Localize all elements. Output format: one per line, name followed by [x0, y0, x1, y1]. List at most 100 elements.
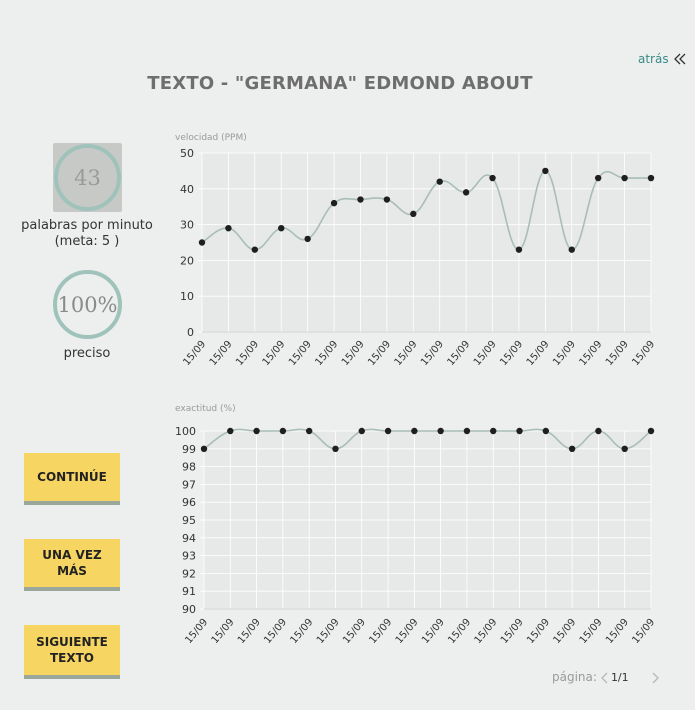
pagination: página: 1/1	[552, 670, 637, 684]
x-tick-label: 15/09	[261, 339, 288, 368]
data-point[interactable]	[594, 174, 602, 182]
x-tick-label: 15/09	[499, 617, 526, 646]
data-point[interactable]	[463, 427, 471, 435]
data-point[interactable]	[330, 199, 338, 207]
data-point[interactable]	[515, 246, 523, 253]
y-tick-label: 98	[182, 461, 196, 474]
data-point[interactable]	[462, 189, 470, 196]
y-tick-label: 92	[182, 567, 196, 580]
data-point[interactable]	[332, 445, 339, 452]
x-tick-label: 15/09	[340, 339, 367, 368]
data-point[interactable]	[647, 427, 655, 435]
x-tick-label: 15/09	[445, 339, 472, 368]
data-point[interactable]	[410, 210, 417, 218]
y-tick-label: 99	[182, 443, 196, 456]
x-tick-label: 15/09	[394, 617, 421, 646]
y-tick-label: 0	[187, 326, 194, 339]
y-tick-label: 30	[180, 219, 194, 232]
data-point[interactable]	[568, 445, 576, 452]
x-tick-label: 15/09	[604, 617, 631, 646]
data-point[interactable]	[357, 196, 364, 203]
y-tick-label: 50	[180, 147, 194, 160]
data-point[interactable]	[542, 167, 549, 175]
data-point[interactable]	[383, 196, 391, 203]
accuracy-badge: 100%	[53, 270, 122, 339]
wpm-value: 43	[74, 165, 101, 190]
x-tick-label: 15/09	[578, 339, 605, 368]
page-indicator: 1/1	[610, 670, 629, 684]
data-point[interactable]	[279, 427, 287, 435]
y-tick-label: 90	[182, 603, 196, 616]
y-tick-label: 93	[182, 550, 196, 563]
data-point[interactable]	[305, 427, 313, 435]
double-chevron-left-icon	[673, 52, 687, 66]
accuracy-ring	[53, 270, 122, 339]
x-tick-label: 15/09	[446, 617, 473, 646]
x-tick-label: 15/09	[287, 339, 314, 368]
data-point[interactable]	[489, 174, 496, 182]
x-tick-label: 15/09	[366, 339, 393, 368]
data-point[interactable]	[384, 427, 392, 435]
data-point[interactable]	[490, 427, 497, 435]
data-point[interactable]	[358, 427, 365, 435]
x-tick-label: 15/09	[181, 339, 208, 368]
back-link[interactable]: atrás	[638, 52, 687, 66]
data-point[interactable]	[251, 246, 259, 253]
x-tick-label: 15/09	[630, 617, 657, 646]
data-point[interactable]	[621, 174, 628, 182]
x-tick-label: 15/09	[183, 617, 210, 646]
y-tick-label: 10	[180, 290, 194, 303]
prev-page-icon[interactable]	[600, 671, 610, 689]
data-point[interactable]	[437, 427, 444, 435]
x-tick-label: 15/09	[551, 617, 578, 646]
data-point[interactable]	[253, 427, 260, 435]
x-tick-label: 15/09	[289, 617, 316, 646]
x-tick-label: 15/09	[498, 339, 525, 368]
y-tick-label: 95	[182, 514, 196, 527]
accuracy-label: preciso	[63, 346, 111, 361]
data-point[interactable]	[411, 427, 418, 435]
accuracy-value: 100%	[57, 292, 118, 317]
data-point[interactable]	[436, 178, 443, 185]
x-tick-label: 15/09	[551, 339, 578, 368]
x-tick-label: 15/09	[234, 339, 261, 368]
retry-button[interactable]: UNA VEZ MÁS	[24, 539, 120, 587]
data-point[interactable]	[647, 174, 655, 182]
x-tick-label: 15/09	[604, 339, 631, 368]
data-point[interactable]	[542, 427, 550, 435]
wpm-label: palabras por minuto	[21, 218, 153, 233]
x-tick-label: 15/09	[578, 617, 605, 646]
y-tick-label: 100	[175, 425, 196, 438]
data-point[interactable]	[278, 224, 285, 232]
data-point[interactable]	[227, 427, 234, 435]
chart-grid	[200, 430, 652, 610]
x-tick-label: 15/09	[208, 339, 235, 368]
data-point[interactable]	[621, 445, 628, 452]
data-point[interactable]	[225, 224, 232, 232]
x-tick-label: 15/09	[525, 339, 552, 368]
goal-label: (meta: 5 )	[54, 234, 120, 249]
x-tick-label: 15/09	[393, 339, 420, 368]
next-text-button[interactable]: SIGUIENTE TEXTO	[24, 625, 120, 675]
x-tick-label: 15/09	[262, 617, 289, 646]
data-point[interactable]	[595, 427, 602, 435]
y-tick-label: 40	[180, 183, 194, 196]
data-point[interactable]	[198, 239, 206, 246]
page-title: TEXTO - "GERMANA" EDMOND ABOUT	[147, 73, 533, 94]
data-point[interactable]	[516, 427, 523, 435]
continue-button[interactable]: CONTINÚE	[24, 453, 120, 501]
data-point[interactable]	[568, 246, 575, 253]
x-tick-label: 15/09	[473, 617, 500, 646]
data-point[interactable]	[304, 235, 311, 243]
next-page-icon[interactable]	[650, 671, 660, 689]
y-tick-label: 20	[180, 254, 194, 267]
x-tick-label: 15/09	[313, 339, 340, 368]
x-tick-label: 15/09	[419, 339, 446, 368]
chart-title: velocidad (PPM)	[175, 133, 247, 143]
data-point[interactable]	[200, 445, 208, 452]
x-tick-label: 15/09	[525, 617, 552, 646]
pagination-label: página:	[552, 670, 597, 684]
x-tick-label: 15/09	[315, 617, 342, 646]
x-tick-label: 15/09	[367, 617, 394, 646]
